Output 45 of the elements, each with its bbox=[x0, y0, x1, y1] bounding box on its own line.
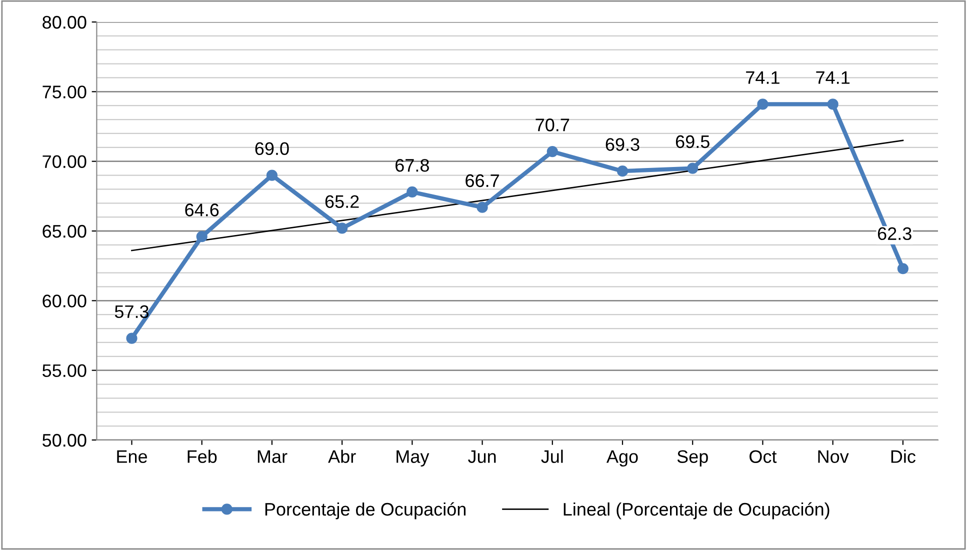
y-tick-label: 70.00 bbox=[42, 155, 86, 168]
x-tick-label: Dic bbox=[891, 450, 916, 463]
legend-label: Lineal (Porcentaje de Ocupación) bbox=[564, 502, 830, 520]
data-label: 69.5 bbox=[676, 135, 710, 148]
point bbox=[546, 146, 558, 158]
point bbox=[897, 263, 908, 274]
y-tick-label: 50.00 bbox=[42, 434, 86, 447]
data-label: 62.3 bbox=[878, 227, 912, 240]
x-tick-label: Ago bbox=[606, 450, 638, 467]
x-tick-label: Nov bbox=[818, 450, 849, 463]
x-tick-label: Mar bbox=[258, 450, 288, 463]
legend-label: Porcentaje de Ocupación bbox=[265, 502, 466, 520]
x-tick-label: Jul bbox=[541, 450, 563, 463]
y-tick-label: 65.00 bbox=[42, 224, 86, 238]
point bbox=[827, 98, 838, 110]
point bbox=[266, 170, 278, 181]
x-tick-label: Abr bbox=[328, 450, 356, 463]
point bbox=[616, 166, 628, 177]
y-tick-label: 75.00 bbox=[42, 86, 86, 98]
point bbox=[406, 186, 418, 198]
point bbox=[757, 98, 768, 110]
x-tick-label: May bbox=[396, 450, 430, 467]
y-tick-label: 80.00 bbox=[42, 16, 86, 29]
data-label: 74.1 bbox=[746, 71, 780, 84]
data-label: 64.6 bbox=[185, 204, 219, 216]
point bbox=[687, 162, 698, 174]
x-tick-label: Sep bbox=[677, 450, 708, 467]
x-tick-label: Feb bbox=[188, 450, 217, 463]
x-tick-label: Jun bbox=[468, 450, 496, 463]
point bbox=[126, 332, 138, 344]
x-tick-label: Ene bbox=[117, 450, 148, 463]
point bbox=[476, 202, 488, 213]
data-label: 74.1 bbox=[816, 71, 850, 84]
y-tick-label: 55.00 bbox=[42, 364, 86, 378]
x-tick-label: Oct bbox=[750, 450, 777, 463]
data-label: 66.7 bbox=[466, 174, 499, 188]
point bbox=[336, 222, 348, 234]
data-label: 57.3 bbox=[114, 305, 149, 318]
data-label: 67.8 bbox=[396, 158, 429, 172]
point bbox=[196, 231, 208, 242]
y-tick-label: 60.00 bbox=[42, 294, 86, 308]
data-label: 69.0 bbox=[255, 142, 289, 156]
data-label: 65.2 bbox=[325, 195, 359, 208]
data-label: 70.7 bbox=[536, 118, 570, 132]
data-label: 69.3 bbox=[606, 138, 640, 151]
